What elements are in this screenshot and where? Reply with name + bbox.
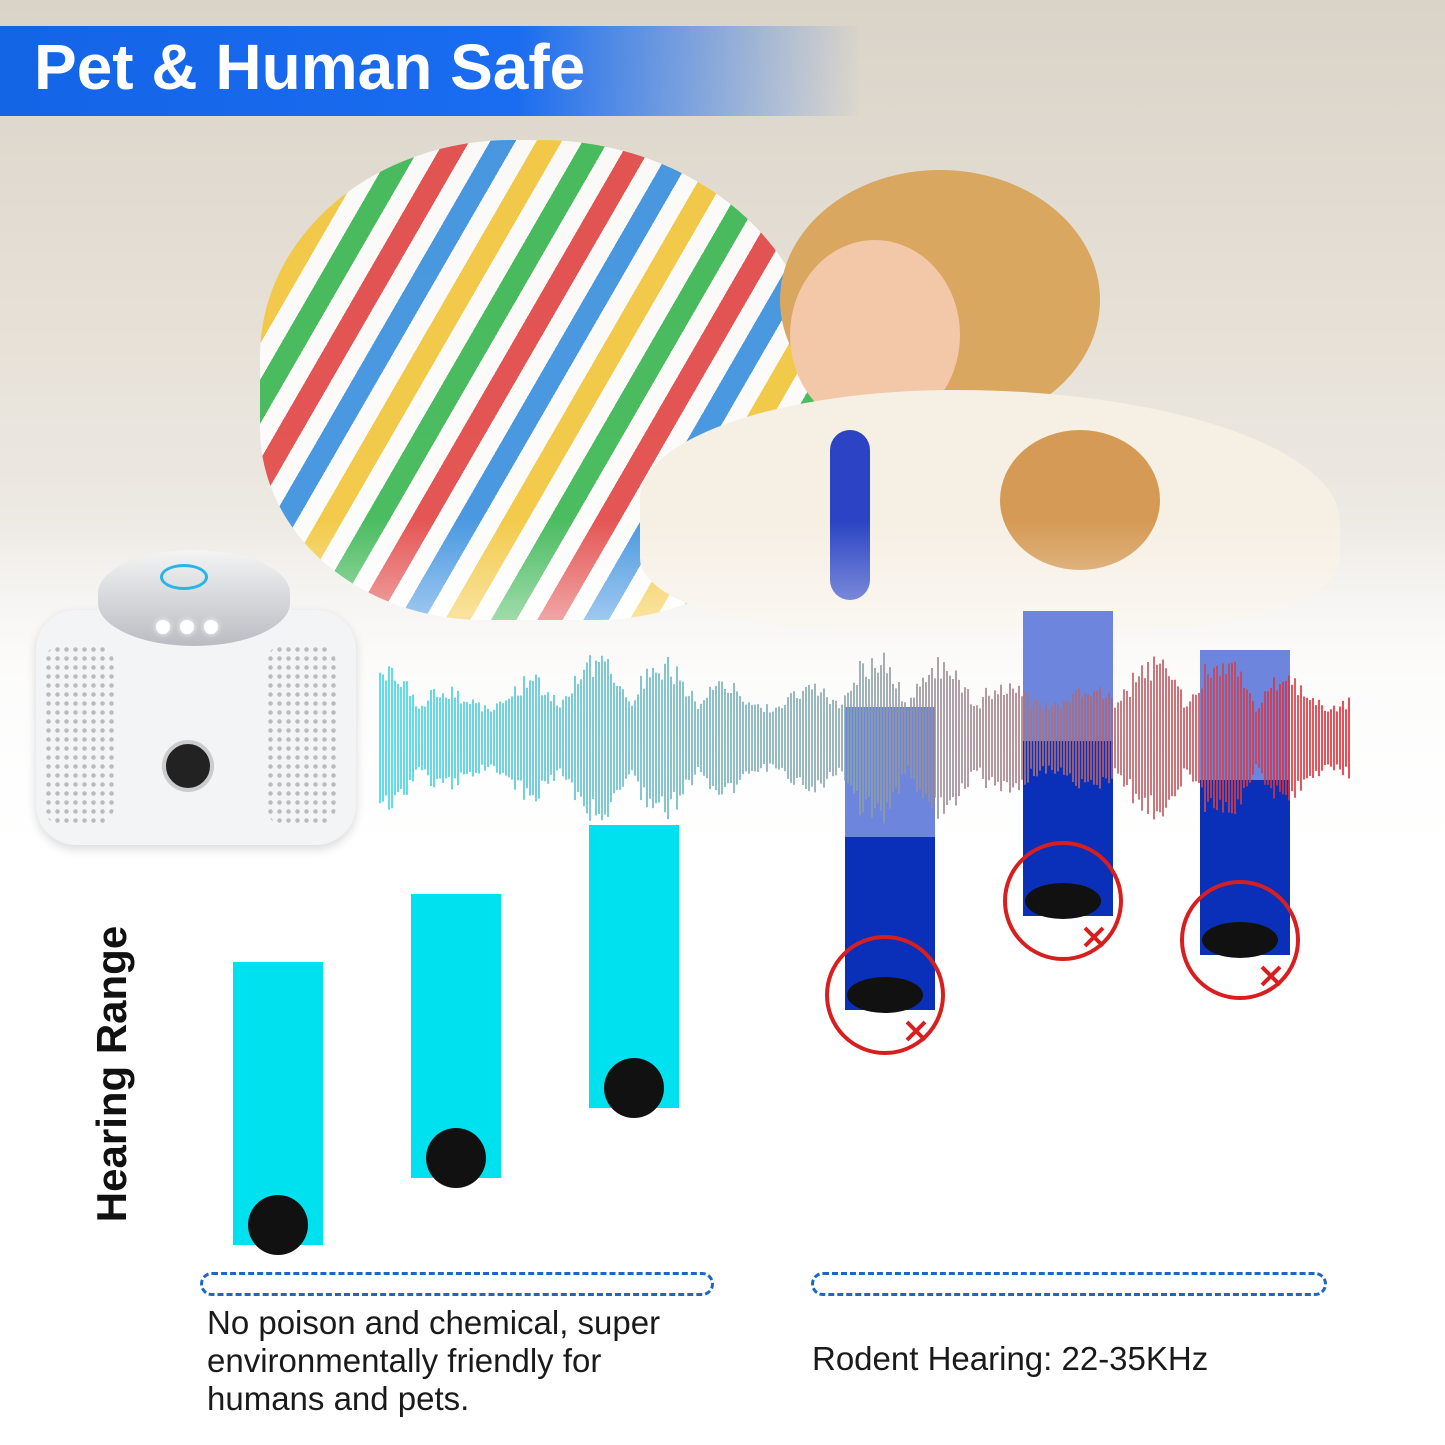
right-dashed-divider	[811, 1272, 1327, 1296]
cross-icon	[907, 1022, 925, 1040]
beaver-icon	[847, 977, 923, 1013]
mouse-icon	[1202, 922, 1278, 958]
caption-line: environmentally friendly for	[207, 1342, 660, 1380]
hearing-range-label: Hearing Range	[88, 914, 136, 1234]
cat-icon	[604, 1058, 664, 1118]
dog-icon	[426, 1128, 486, 1188]
cross-icon	[1262, 967, 1280, 985]
rodent-hearing-caption: Rodent Hearing: 22-35KHz	[812, 1340, 1208, 1378]
caption-line: humans and pets.	[207, 1380, 660, 1418]
family-icon	[248, 1195, 308, 1255]
cross-icon	[1085, 928, 1103, 946]
caption-line: No poison and chemical, super	[207, 1304, 660, 1342]
left-dashed-divider	[200, 1272, 714, 1296]
hearing-graphic	[0, 0, 1445, 1445]
rat-icon	[1025, 883, 1101, 919]
safety-caption: No poison and chemical, super environmen…	[207, 1304, 660, 1418]
